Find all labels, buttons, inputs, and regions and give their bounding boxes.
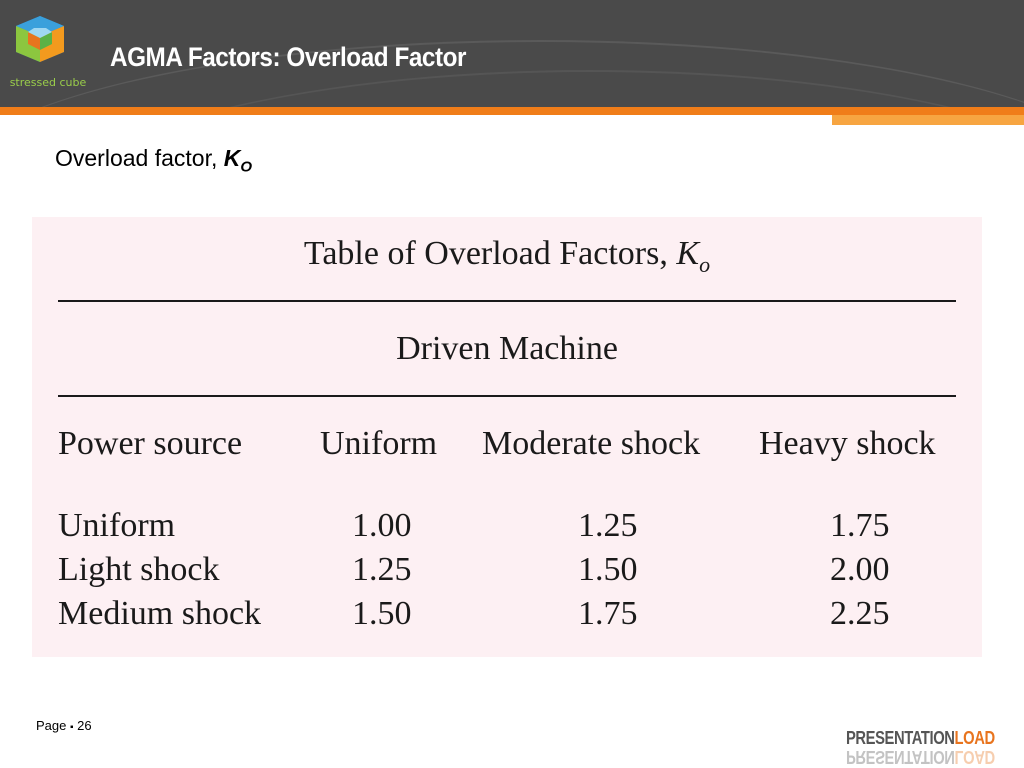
- cube-logo-icon: [16, 16, 64, 62]
- page-number-value: 26: [77, 718, 92, 733]
- brand-text-part2: LOAD: [954, 728, 996, 748]
- row-label: Light shock: [58, 551, 220, 588]
- brand-reflection-part2: LOAD: [954, 747, 995, 767]
- table-title-subscript: o: [699, 251, 711, 277]
- column-header: Uniform: [320, 425, 438, 462]
- table-cell: 1.00: [352, 507, 412, 544]
- column-header: Heavy shock: [759, 425, 936, 462]
- slide-title: AGMA Factors: Overload Factor: [110, 42, 467, 72]
- column-header: Power source: [58, 425, 243, 462]
- brand-reflection-part1: PRESENTATION: [846, 747, 955, 767]
- row-label: Medium shock: [58, 595, 262, 632]
- table-rule: [58, 300, 956, 302]
- subtitle-text: Overload factor,: [55, 145, 224, 171]
- table-cell: 1.75: [578, 595, 638, 632]
- row-label: Uniform: [58, 507, 176, 544]
- table-cell: 1.25: [352, 551, 412, 588]
- table-cell: 1.50: [352, 595, 412, 632]
- header-decoration-arc: [40, 70, 1024, 107]
- table-rule: [58, 395, 956, 397]
- slide-subtitle: Overload factor, KO: [55, 145, 252, 176]
- page-number: Page ▪ 26: [36, 718, 92, 733]
- brand-logo: PRESENTATIONLOAD: [846, 728, 995, 749]
- bullet-separator-icon: ▪: [70, 722, 74, 733]
- table-cell: 1.25: [578, 507, 638, 544]
- table-cell: 2.25: [830, 595, 890, 632]
- subtitle-subscript: O: [240, 158, 253, 176]
- header-accent-tab: [832, 115, 1024, 125]
- column-header: Moderate shock: [482, 425, 701, 462]
- stressed-cube-logo: stressed cube: [6, 14, 86, 94]
- table-cell: 2.00: [830, 551, 890, 588]
- slide-header: stressed cube AGMA Factors: Overload Fac…: [0, 0, 1024, 107]
- table-cell: 1.50: [578, 551, 638, 588]
- table-title: Table of Overload Factors, Ko: [32, 235, 982, 278]
- table-group-header: Driven Machine: [396, 330, 618, 367]
- overload-factor-table: Table of Overload Factors, Ko Driven Mac…: [32, 217, 982, 657]
- brand-logo-reflection: PRESENTATIONLOAD: [846, 746, 995, 767]
- header-accent-bar: [0, 107, 1024, 115]
- brand-text-part1: PRESENTATION: [846, 728, 955, 748]
- logo-text: stressed cube: [9, 76, 87, 89]
- subtitle-symbol: K: [223, 145, 241, 171]
- table-cell: 1.75: [830, 507, 890, 544]
- header-decoration-arc: [0, 40, 1024, 107]
- table-title-text: Table of Overload Factors,: [303, 235, 677, 272]
- table-title-symbol: K: [676, 235, 700, 272]
- page-label: Page: [36, 718, 67, 733]
